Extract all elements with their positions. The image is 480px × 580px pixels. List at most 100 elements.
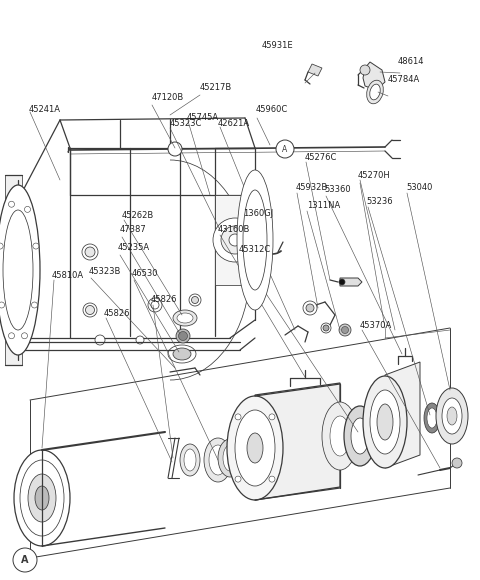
Circle shape: [235, 414, 241, 420]
Text: 45370A: 45370A: [360, 321, 392, 329]
Ellipse shape: [209, 445, 227, 475]
Ellipse shape: [237, 170, 273, 310]
Circle shape: [321, 323, 331, 333]
Circle shape: [213, 218, 257, 262]
Text: 48614: 48614: [398, 57, 424, 67]
Ellipse shape: [0, 185, 40, 355]
Text: 45826: 45826: [151, 295, 178, 305]
Ellipse shape: [223, 445, 237, 471]
Ellipse shape: [377, 404, 393, 440]
Circle shape: [9, 333, 14, 339]
Circle shape: [32, 302, 37, 308]
Text: 1360GJ: 1360GJ: [243, 208, 273, 218]
Circle shape: [179, 332, 188, 340]
Text: 45262B: 45262B: [122, 211, 154, 219]
Ellipse shape: [370, 390, 400, 454]
Circle shape: [269, 476, 275, 482]
Circle shape: [176, 329, 190, 343]
Polygon shape: [363, 62, 385, 90]
Polygon shape: [385, 362, 420, 468]
Ellipse shape: [28, 474, 56, 522]
Ellipse shape: [351, 418, 369, 454]
Text: 45826: 45826: [104, 309, 131, 317]
Ellipse shape: [227, 396, 283, 500]
Ellipse shape: [344, 406, 376, 466]
Polygon shape: [340, 278, 362, 286]
Text: 53040: 53040: [406, 183, 432, 193]
Text: 46530: 46530: [132, 270, 158, 278]
Text: 53236: 53236: [366, 198, 393, 206]
Text: 47387: 47387: [120, 226, 147, 234]
Ellipse shape: [247, 433, 263, 463]
Circle shape: [339, 279, 345, 285]
Circle shape: [9, 201, 14, 207]
Ellipse shape: [218, 439, 242, 477]
Circle shape: [360, 65, 370, 75]
Polygon shape: [215, 195, 255, 285]
Text: 45270H: 45270H: [358, 171, 391, 179]
Circle shape: [24, 206, 31, 212]
Text: 45784A: 45784A: [388, 74, 420, 84]
Circle shape: [0, 243, 3, 249]
Text: 45323B: 45323B: [89, 267, 121, 277]
Ellipse shape: [427, 408, 437, 428]
Ellipse shape: [367, 80, 384, 104]
Text: 47120B: 47120B: [152, 92, 184, 101]
Polygon shape: [255, 383, 340, 500]
Circle shape: [306, 304, 314, 312]
Text: 53360: 53360: [324, 186, 350, 194]
Text: 45276C: 45276C: [305, 153, 337, 161]
Circle shape: [0, 302, 4, 308]
Text: 45960C: 45960C: [256, 106, 288, 114]
Ellipse shape: [363, 376, 407, 468]
Ellipse shape: [184, 449, 196, 471]
Ellipse shape: [330, 416, 350, 456]
Circle shape: [136, 336, 144, 344]
Ellipse shape: [14, 450, 70, 546]
Polygon shape: [308, 64, 322, 76]
Circle shape: [221, 226, 249, 254]
Ellipse shape: [442, 398, 462, 434]
Text: 45241A: 45241A: [29, 104, 61, 114]
Circle shape: [95, 335, 105, 345]
Circle shape: [83, 303, 97, 317]
Ellipse shape: [447, 407, 457, 425]
Circle shape: [148, 298, 162, 312]
Ellipse shape: [177, 313, 193, 323]
Ellipse shape: [235, 410, 275, 486]
Circle shape: [85, 306, 95, 314]
Text: 45932B: 45932B: [296, 183, 328, 193]
Circle shape: [339, 324, 351, 336]
Circle shape: [33, 243, 39, 249]
Text: 45745A: 45745A: [187, 114, 219, 122]
Circle shape: [189, 294, 201, 306]
Text: 45931E: 45931E: [262, 42, 294, 50]
Text: 45323C: 45323C: [170, 118, 203, 128]
Text: 42621A: 42621A: [218, 119, 250, 129]
Ellipse shape: [35, 486, 49, 510]
Ellipse shape: [322, 402, 358, 470]
Text: 45312C: 45312C: [239, 245, 271, 255]
Circle shape: [168, 142, 182, 156]
Circle shape: [229, 234, 241, 246]
Circle shape: [82, 244, 98, 260]
Circle shape: [235, 476, 241, 482]
Circle shape: [192, 296, 199, 303]
Text: A: A: [282, 144, 288, 154]
Circle shape: [151, 301, 159, 309]
Ellipse shape: [204, 438, 232, 482]
Text: 45810A: 45810A: [52, 270, 84, 280]
Text: A: A: [21, 555, 29, 565]
Text: 45217B: 45217B: [200, 84, 232, 92]
Circle shape: [276, 140, 294, 158]
Ellipse shape: [20, 460, 64, 536]
Ellipse shape: [370, 84, 380, 100]
Ellipse shape: [3, 210, 33, 330]
Circle shape: [303, 301, 317, 315]
Polygon shape: [5, 175, 22, 365]
Text: 45235A: 45235A: [118, 244, 150, 252]
Text: 1311NA: 1311NA: [307, 201, 340, 211]
Text: 43160B: 43160B: [218, 224, 251, 234]
Circle shape: [22, 333, 27, 339]
Circle shape: [341, 327, 348, 333]
